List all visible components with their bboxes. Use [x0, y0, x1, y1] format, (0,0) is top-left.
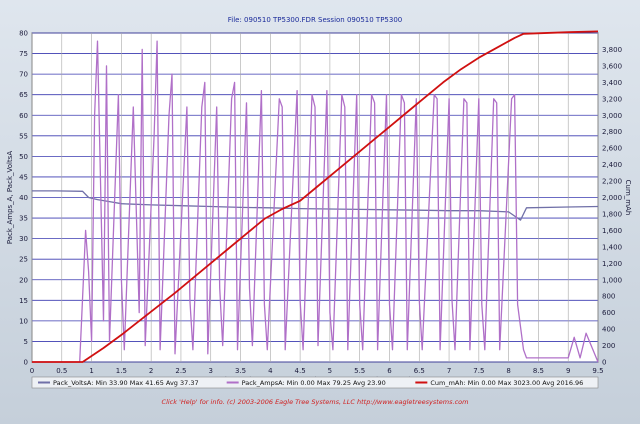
y-right-axis-label: Cum_mAh	[624, 180, 632, 216]
y-right-tick-label: 0	[602, 359, 606, 367]
y-right-tick-label: 1,400	[602, 243, 622, 251]
x-tick-label: 5	[328, 367, 332, 375]
footer-text: Click 'Help' for info. (c) 2003-2006 Eag…	[162, 398, 469, 406]
y-left-tick-label: 70	[19, 71, 28, 79]
x-tick-label: 8	[506, 367, 510, 375]
x-tick-label: 0	[30, 367, 34, 375]
y-left-tick-label: 30	[19, 235, 28, 243]
y-right-tick-label: 2,600	[602, 145, 622, 153]
y-left-tick-label: 60	[19, 112, 28, 120]
x-tick-label: 0.5	[56, 367, 67, 375]
y-left-tick-label: 50	[19, 153, 28, 161]
x-tick-label: 7	[447, 367, 451, 375]
y-right-tick-label: 600	[602, 309, 615, 317]
y-right-tick-label: 3,000	[602, 112, 622, 120]
y-right-tick-label: 3,200	[602, 95, 622, 103]
legend-entry: Pack_VoltsA: Min 33.90 Max 41.65 Avg 37.…	[53, 379, 199, 387]
series-line-cum-mah	[32, 30, 599, 363]
y-left-tick-label: 10	[19, 317, 28, 325]
y-left-tick-label: 35	[19, 215, 28, 223]
x-tick-label: 9.5	[592, 367, 603, 375]
x-tick-label: 1.5	[116, 367, 127, 375]
y-right-tick-label: 1,800	[602, 210, 622, 218]
x-tick-label: 3	[209, 367, 213, 375]
y-left-tick-label: 25	[19, 256, 28, 264]
y-left-tick-label: 20	[19, 276, 28, 284]
x-tick-label: 2.5	[175, 367, 186, 375]
y-left-tick-label: 55	[19, 132, 28, 140]
y-right-tick-label: 800	[602, 293, 615, 301]
y-right-tick-label: 2,000	[602, 194, 622, 202]
chart-title: File: 090510 TP5300.FDR Session 090510 T…	[228, 16, 402, 24]
legend-entry: Pack_AmpsA: Min 0.00 Max 79.25 Avg 23.90	[242, 379, 386, 387]
y-right-tick-label: 2,200	[602, 178, 622, 186]
x-tick-label: 4.5	[295, 367, 306, 375]
x-tick-label: 1	[89, 367, 93, 375]
y-left-tick-label: 75	[19, 50, 28, 58]
y-left-tick-label: 0	[24, 359, 28, 367]
x-tick-label: 6.5	[414, 367, 425, 375]
y-right-tick-label: 2,400	[602, 161, 622, 169]
y-right-tick-label: 2,800	[602, 128, 622, 136]
x-tick-label: 3.5	[235, 367, 246, 375]
y-left-tick-label: 45	[19, 173, 28, 181]
x-tick-label: 8.5	[533, 367, 544, 375]
x-tick-label: 2	[149, 367, 153, 375]
y-left-tick-label: 65	[19, 91, 28, 99]
x-tick-label: 9	[566, 367, 570, 375]
series-line-pack-ampsa	[32, 40, 599, 363]
y-right-tick-label: 1,000	[602, 276, 622, 284]
x-tick-label: 6	[387, 367, 392, 375]
y-left-tick-label: 15	[19, 297, 28, 305]
y-right-tick-label: 200	[602, 342, 615, 350]
x-tick-label: 7.5	[473, 367, 484, 375]
y-right-tick-label: 1,600	[602, 227, 622, 235]
y-left-tick-label: 5	[24, 338, 28, 346]
y-left-tick-label: 80	[19, 30, 28, 38]
y-right-tick-label: 400	[602, 326, 615, 334]
x-tick-label: 5.5	[354, 367, 365, 375]
y-right-tick-label: 3,400	[602, 79, 622, 87]
y-left-axis-label: Pack_Amps_A, Pack_VoltsA	[6, 151, 14, 244]
y-left-tick-label: 40	[19, 194, 28, 202]
x-tick-label: 4	[268, 367, 273, 375]
legend-box	[31, 376, 599, 389]
y-right-tick-label: 3,600	[602, 62, 622, 70]
y-right-tick-label: 1,200	[602, 260, 622, 268]
legend-entry: Cum_mAh: Min 0.00 Max 3023.00 Avg 2016.9…	[430, 379, 583, 387]
y-right-tick-label: 3,800	[602, 46, 622, 54]
